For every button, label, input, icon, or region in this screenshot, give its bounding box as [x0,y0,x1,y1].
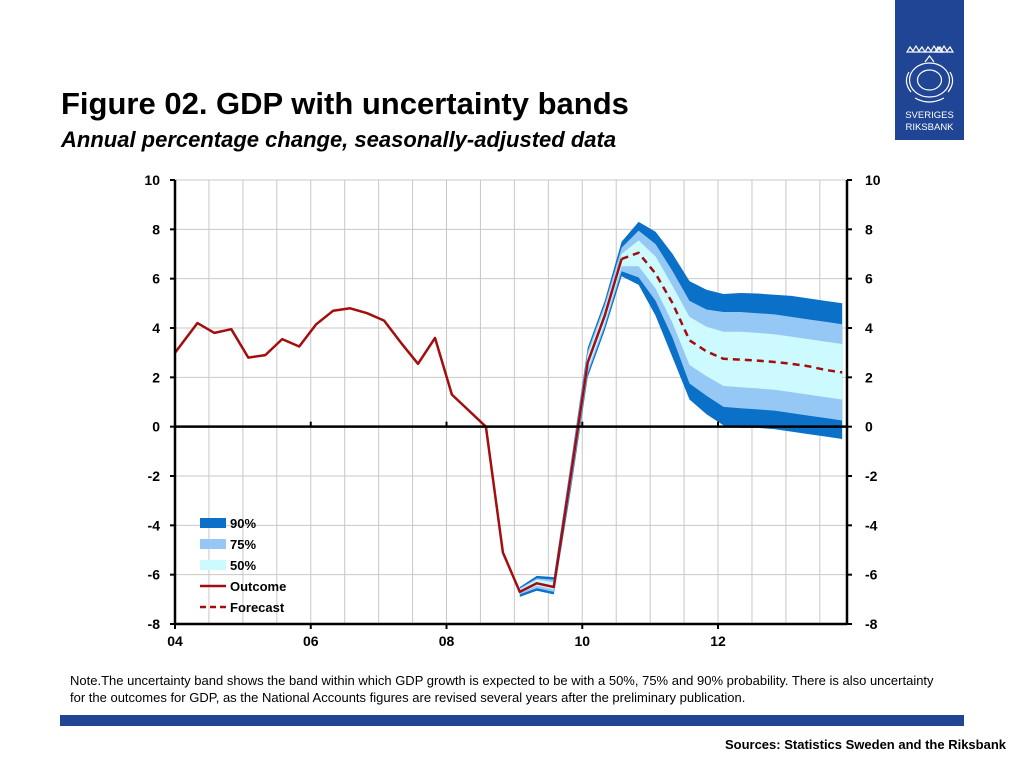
chart-axes: -8 -8 -6 -6 -4 -4 -2 -2 0 0 2 2 4 4 6 6 8 8 10 10 04 06 08 10 12 [144,172,880,649]
x-tick-label: 04 [167,633,183,649]
outcome-line [174,258,623,594]
logo-line2: RIKSBANK [905,122,954,133]
y-tick-label-left: 8 [152,221,160,237]
legend-swatch-90 [200,518,226,528]
y-tick-label-left: 0 [152,419,160,435]
y-tick-label-left: -8 [148,616,161,632]
y-tick-label-right: 10 [865,172,881,188]
y-tick-label-left: -2 [148,468,161,484]
x-tick-label: 10 [574,633,590,649]
page-subtitle: Annual percentage change, seasonally-adj… [61,127,617,152]
riksbank-logo: SVERIGES RIKSBANK [895,0,964,140]
y-tick-label-right: 4 [865,320,873,336]
y-tick-label-right: 8 [865,221,873,237]
y-tick-label-right: 6 [865,271,873,287]
y-tick-label-right: -8 [865,616,878,632]
legend-swatch-50 [200,560,226,570]
y-tick-label-left: 6 [152,271,160,287]
logo-line1: SVERIGES [905,110,954,121]
legend-label: 90% [230,516,256,531]
y-tick-label-right: -2 [865,468,878,484]
sources-text: Sources: Statistics Sweden and the Riksb… [724,737,1006,752]
y-tick-label-right: -4 [865,517,878,533]
x-tick-label: 06 [303,633,319,649]
chart-legend: 90% 75% 50% Outcome Forecast [200,516,286,615]
y-tick-label-left: 10 [144,172,160,188]
y-tick-label-right: 0 [865,419,873,435]
legend-label: 50% [230,558,256,573]
x-tick-label: 08 [439,633,455,649]
legend-swatch-75 [200,539,226,549]
y-tick-label-right: -6 [865,567,878,583]
legend-label: Forecast [230,600,285,615]
chart-lines [174,251,843,594]
footer-rule [60,715,964,726]
gdp-chart: -8 -8 -6 -6 -4 -4 -2 -2 0 0 2 2 4 4 6 6 8 8 10 10 04 06 08 10 12… [144,172,880,649]
legend-label: Outcome [230,579,286,594]
y-tick-label-left: -6 [148,567,161,583]
uncertainty-bands [519,221,843,597]
forecast-line [621,251,843,374]
legend-label: 75% [230,537,256,552]
y-tick-label-left: 2 [152,369,160,385]
page-title: Figure 02. GDP with uncertainty bands [61,86,629,121]
chart-note: Note.The uncertainty band shows the band… [70,673,934,705]
crowned-crest-icon: SVERIGES RIKSBANK [905,44,954,133]
y-tick-label-right: 2 [865,369,873,385]
y-tick-label-left: -4 [148,517,161,533]
x-tick-label: 12 [710,633,726,649]
y-tick-label-left: 4 [152,320,160,336]
